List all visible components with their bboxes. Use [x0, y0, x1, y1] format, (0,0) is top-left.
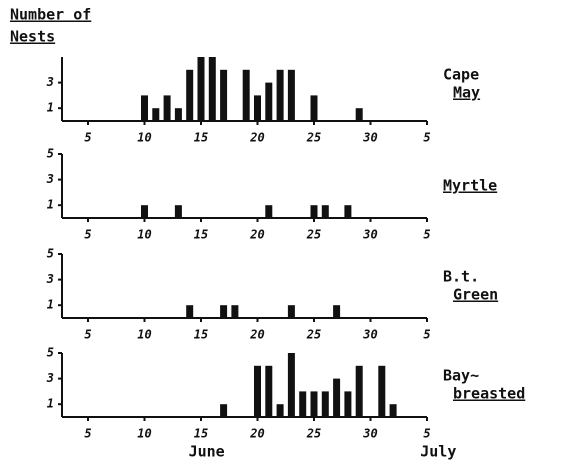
- y-tick-label: 5: [47, 346, 54, 360]
- bar: [389, 404, 397, 417]
- bar: [186, 69, 194, 121]
- bar: [276, 69, 284, 121]
- bar: [287, 69, 295, 121]
- panel-label: Green: [453, 286, 498, 304]
- bar: [231, 305, 239, 318]
- y-tick-label: 3: [46, 172, 54, 186]
- panel-label: May: [453, 84, 480, 102]
- y-tick-label: 1: [47, 397, 54, 411]
- bar: [299, 391, 307, 417]
- bar: [220, 404, 228, 417]
- x-tick-label: 15: [194, 131, 208, 145]
- panel-label: Myrtle: [443, 177, 497, 195]
- bar: [220, 69, 228, 121]
- x-tick-label: 30: [362, 328, 377, 342]
- bar: [344, 205, 352, 218]
- bar: [253, 365, 261, 417]
- panel-label: Bay~: [443, 367, 479, 385]
- y-tick-label: 1: [47, 198, 54, 212]
- x-tick-label: 5: [423, 427, 430, 441]
- x-tick-label: 25: [306, 228, 321, 242]
- x-tick-label: 25: [306, 427, 321, 441]
- x-tick-label: 15: [194, 228, 208, 242]
- bar: [152, 108, 160, 121]
- x-tick-label: 5: [84, 131, 91, 145]
- x-tick-label: 5: [84, 427, 91, 441]
- bar: [333, 305, 341, 318]
- bar: [310, 391, 318, 417]
- x-tick-label: 15: [194, 427, 208, 441]
- bar: [197, 57, 205, 121]
- y-tick-label: 3: [46, 371, 54, 385]
- bar: [186, 305, 194, 318]
- y-axis-label: Nests: [10, 28, 55, 46]
- bar: [321, 391, 329, 417]
- x-tick-label: 30: [362, 427, 377, 441]
- bar: [265, 205, 273, 218]
- bar: [265, 365, 273, 417]
- bar: [310, 95, 318, 121]
- x-tick-label: 20: [249, 131, 264, 145]
- x-tick-label: 25: [306, 131, 321, 145]
- bar: [287, 305, 295, 318]
- y-tick-label: 5: [47, 247, 54, 261]
- bar: [355, 108, 363, 121]
- x-tick-label: 5: [423, 131, 430, 145]
- y-tick-label: 5: [47, 147, 54, 161]
- month-label: July: [420, 443, 456, 461]
- x-tick-label: 30: [362, 131, 377, 145]
- bar: [140, 95, 148, 121]
- bar: [174, 108, 182, 121]
- x-tick-label: 20: [249, 427, 264, 441]
- x-tick-label: 10: [137, 131, 151, 145]
- x-tick-label: 5: [84, 328, 91, 342]
- y-axis-label: Number of: [10, 6, 91, 24]
- bar: [174, 205, 182, 218]
- bar: [310, 205, 318, 218]
- x-tick-label: 5: [423, 228, 430, 242]
- x-tick-label: 15: [194, 328, 208, 342]
- bar: [344, 391, 352, 417]
- y-tick-label: 1: [47, 101, 54, 115]
- x-tick-label: 10: [137, 328, 151, 342]
- x-tick-label: 25: [306, 328, 321, 342]
- y-tick-label: 3: [46, 75, 54, 89]
- bar: [355, 365, 363, 417]
- bar: [276, 404, 284, 417]
- bar: [220, 305, 228, 318]
- y-tick-label: 1: [47, 298, 54, 312]
- bar: [287, 353, 295, 417]
- bar: [378, 365, 386, 417]
- y-tick-label: 3: [46, 272, 54, 286]
- panel-label: B.t.: [443, 268, 479, 286]
- bar: [265, 82, 273, 121]
- panel-label: Cape: [443, 66, 479, 84]
- x-tick-label: 20: [249, 228, 264, 242]
- x-tick-label: 5: [423, 328, 430, 342]
- x-tick-label: 30: [362, 228, 377, 242]
- x-tick-label: 20: [249, 328, 264, 342]
- bar: [321, 205, 329, 218]
- x-tick-label: 5: [84, 228, 91, 242]
- panel-label: breasted: [453, 385, 525, 403]
- bar: [253, 95, 261, 121]
- bar: [163, 95, 171, 121]
- x-tick-label: 10: [137, 427, 151, 441]
- bar: [208, 57, 216, 121]
- bar: [140, 205, 148, 218]
- x-tick-label: 10: [137, 228, 151, 242]
- bar: [333, 378, 341, 417]
- bar: [242, 69, 250, 121]
- month-label: June: [189, 443, 225, 461]
